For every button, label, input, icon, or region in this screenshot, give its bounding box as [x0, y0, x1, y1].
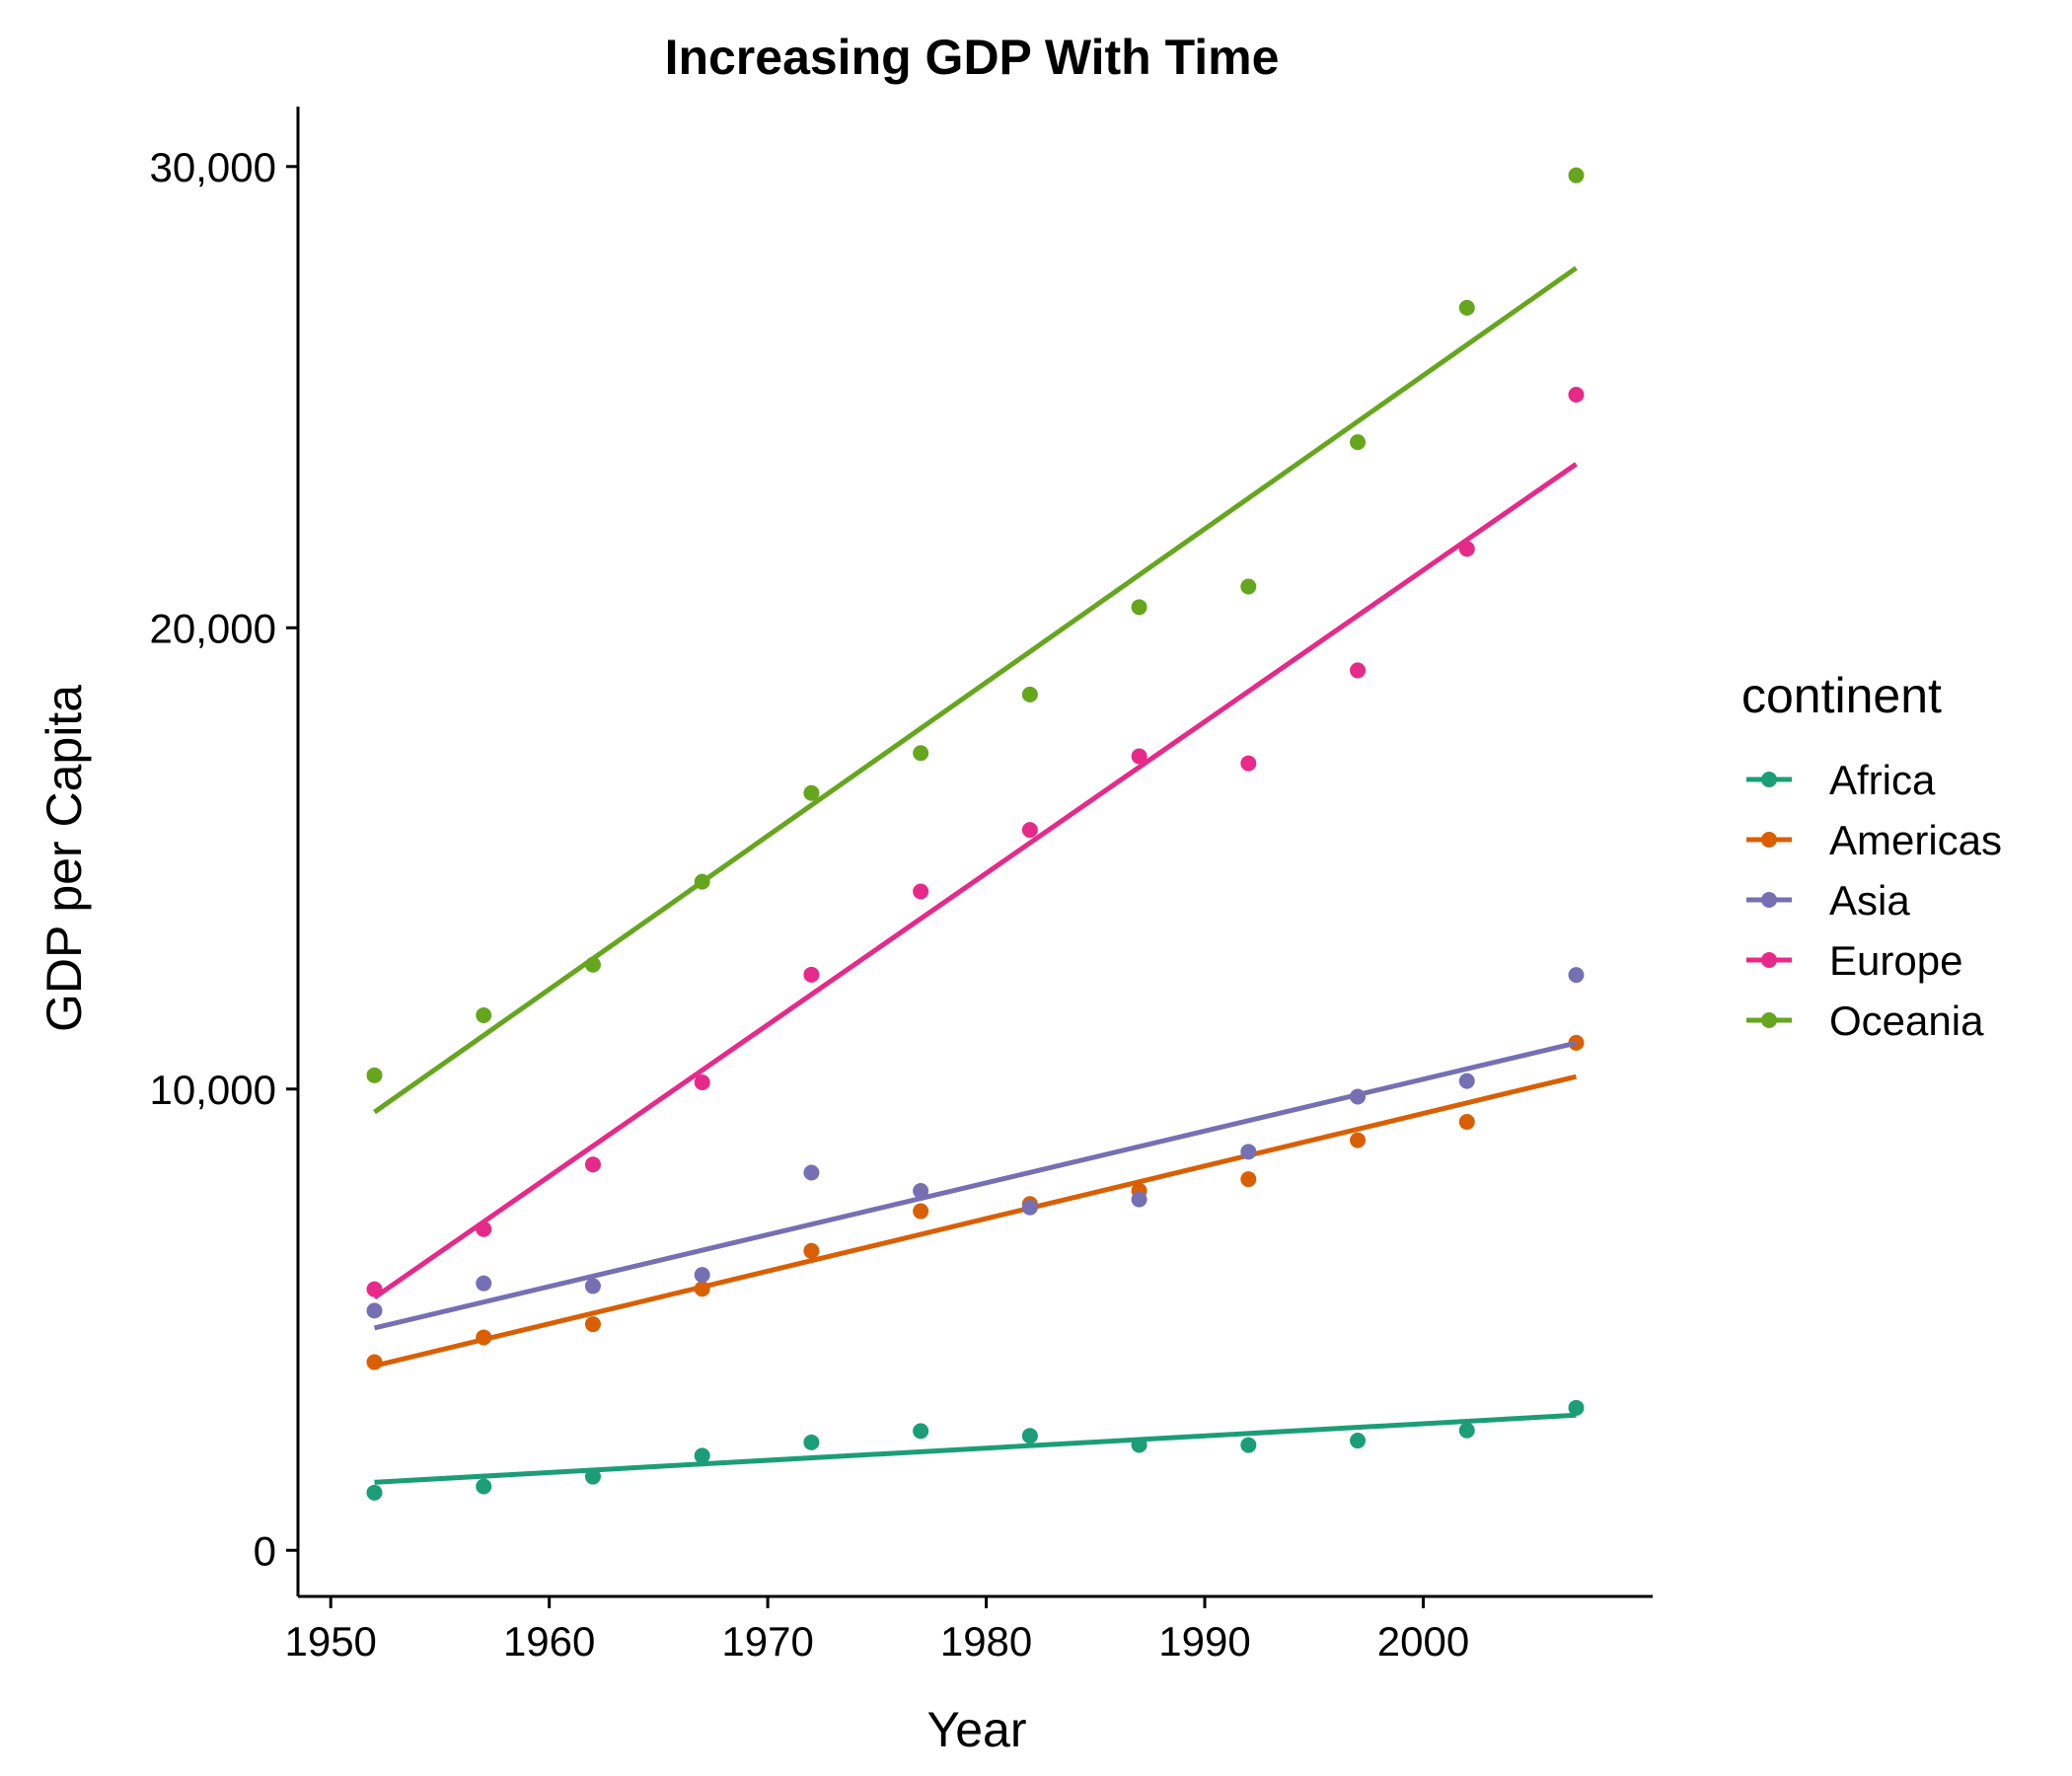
axes: 1950 1960 1970 1980 1990 2000 0 10,000 20,000 30,…	[150, 107, 1653, 1665]
x-tick-label: 1970	[721, 1618, 813, 1665]
legend-label-oceania: Oceania	[1829, 998, 1984, 1044]
data-point-americas	[913, 1203, 929, 1220]
legend-item-americas: Americas	[1746, 817, 2002, 863]
trend-line-europe	[373, 462, 1578, 1300]
data-point-europe	[1131, 748, 1147, 765]
legend-label-europe: Europe	[1829, 937, 1962, 984]
x-axis-label: Year	[926, 1702, 1026, 1757]
data-point-europe	[803, 966, 820, 983]
data-point-asia	[694, 1267, 710, 1284]
data-point-europe	[584, 1156, 601, 1173]
data-point-asia	[913, 1183, 929, 1200]
legend-item-asia: Asia	[1746, 877, 1910, 924]
data-point-africa	[1568, 1399, 1585, 1416]
trend-line-oceania	[373, 265, 1578, 1115]
y-tick-label: 20,000	[150, 605, 276, 651]
plot-area	[366, 167, 1585, 1501]
data-point-americas	[1568, 1034, 1585, 1051]
data-point-americas	[584, 1316, 601, 1333]
y-axis-label: GDP per Capita	[37, 685, 92, 1032]
x-tick-label: 1990	[1158, 1618, 1250, 1665]
data-point-oceania	[366, 1067, 383, 1083]
trend-line-africa	[374, 1412, 1577, 1485]
legend-item-africa: Africa	[1746, 757, 1936, 803]
data-point-americas	[366, 1354, 383, 1370]
data-point-europe	[1021, 822, 1038, 839]
data-point-oceania	[694, 873, 710, 890]
data-point-oceania	[1131, 599, 1147, 616]
data-point-africa	[476, 1478, 492, 1495]
data-point-africa	[913, 1423, 929, 1440]
data-point-oceania	[1240, 578, 1257, 595]
data-point-africa	[1458, 1422, 1475, 1439]
legend-item-oceania: Oceania	[1746, 998, 1984, 1044]
data-point-africa	[694, 1447, 710, 1464]
data-point-africa	[1350, 1433, 1367, 1449]
data-point-americas	[1458, 1114, 1475, 1131]
legend-label-africa: Africa	[1829, 757, 1936, 803]
data-point-oceania	[1021, 686, 1038, 703]
data-point-americas	[803, 1242, 820, 1259]
legend-label-asia: Asia	[1829, 877, 1910, 924]
data-point-europe	[694, 1074, 710, 1091]
data-point-oceania	[1458, 299, 1475, 316]
data-point-europe	[476, 1221, 492, 1237]
legend: continent Africa Americas Asia Europe Oceani…	[1741, 668, 2002, 1044]
data-point-oceania	[913, 745, 929, 762]
y-tick-label: 10,000	[150, 1067, 276, 1113]
data-point-europe	[1240, 755, 1257, 772]
legend-key-point-americas	[1761, 832, 1777, 848]
legend-label-americas: Americas	[1829, 817, 2002, 863]
legend-key-point-asia	[1761, 892, 1777, 908]
data-point-americas	[1350, 1132, 1367, 1148]
data-point-oceania	[1350, 434, 1367, 451]
x-tick-label: 2000	[1377, 1618, 1469, 1665]
legend-key-point-africa	[1761, 772, 1777, 787]
data-point-europe	[913, 883, 929, 900]
data-point-americas	[1240, 1171, 1257, 1188]
data-point-asia	[1350, 1088, 1367, 1105]
data-point-africa	[1240, 1437, 1257, 1453]
data-point-asia	[476, 1275, 492, 1292]
legend-item-europe: Europe	[1746, 937, 1962, 984]
data-point-europe	[366, 1281, 383, 1297]
data-point-asia	[803, 1164, 820, 1181]
data-point-oceania	[476, 1007, 492, 1024]
data-point-africa	[803, 1434, 820, 1450]
data-point-americas	[476, 1329, 492, 1346]
data-point-africa	[366, 1484, 383, 1501]
trend-line-asia	[373, 1040, 1578, 1331]
data-point-europe	[1568, 386, 1585, 403]
data-point-africa	[1131, 1437, 1147, 1453]
data-point-oceania	[584, 956, 601, 973]
data-point-americas	[694, 1281, 710, 1297]
chart-title: Increasing GDP With Time	[665, 30, 1280, 85]
data-point-asia	[584, 1278, 601, 1295]
data-point-europe	[1458, 541, 1475, 557]
data-point-oceania	[1568, 167, 1585, 184]
y-tick-label: 30,000	[150, 144, 276, 190]
data-point-africa	[1021, 1428, 1038, 1444]
data-point-asia	[366, 1302, 383, 1319]
x-tick-label: 1950	[284, 1618, 376, 1665]
data-point-asia	[1458, 1073, 1475, 1089]
x-tick-label: 1960	[503, 1618, 595, 1665]
legend-key-point-europe	[1761, 952, 1777, 968]
data-point-asia	[1568, 967, 1585, 984]
y-tick-label: 0	[254, 1527, 276, 1574]
data-point-asia	[1131, 1191, 1147, 1208]
legend-title: continent	[1741, 668, 1942, 723]
data-point-europe	[1350, 662, 1367, 679]
x-tick-label: 1980	[940, 1618, 1032, 1665]
legend-key-point-oceania	[1761, 1012, 1777, 1028]
data-point-asia	[1240, 1144, 1257, 1160]
data-point-asia	[1021, 1199, 1038, 1216]
data-point-oceania	[803, 784, 820, 801]
trend-line-americas	[373, 1073, 1578, 1369]
data-point-africa	[584, 1468, 601, 1485]
